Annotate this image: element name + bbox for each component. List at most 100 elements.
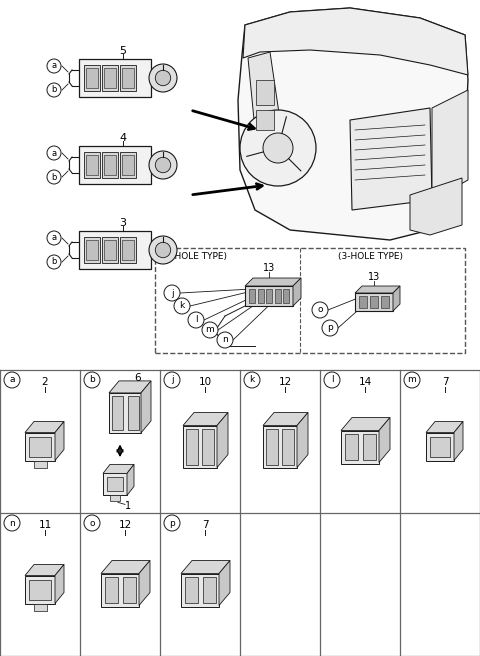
Polygon shape: [25, 422, 64, 432]
Bar: [245, 286, 293, 306]
Circle shape: [156, 242, 171, 258]
Polygon shape: [350, 108, 432, 210]
Bar: [266, 428, 278, 464]
Circle shape: [47, 231, 61, 245]
Bar: [34, 604, 47, 611]
Text: 13: 13: [368, 272, 380, 282]
Polygon shape: [297, 413, 308, 468]
Bar: [122, 155, 134, 175]
Polygon shape: [55, 422, 64, 461]
Text: m: m: [205, 325, 215, 335]
Polygon shape: [109, 381, 151, 393]
Polygon shape: [139, 560, 150, 605]
Text: l: l: [195, 316, 197, 325]
Bar: [29, 436, 51, 457]
Circle shape: [47, 59, 61, 73]
Polygon shape: [55, 565, 64, 604]
Text: 10: 10: [198, 377, 212, 387]
Circle shape: [188, 312, 204, 328]
Circle shape: [164, 515, 180, 531]
Bar: [123, 577, 136, 602]
Polygon shape: [263, 413, 308, 426]
Text: 6: 6: [135, 373, 141, 383]
Polygon shape: [393, 286, 400, 311]
Circle shape: [47, 255, 61, 269]
Bar: [381, 296, 389, 308]
Circle shape: [263, 133, 293, 163]
Text: 4: 4: [120, 133, 127, 143]
Bar: [25, 432, 55, 461]
Circle shape: [240, 110, 316, 186]
Bar: [29, 579, 51, 600]
Text: b: b: [51, 85, 57, 94]
Text: 7: 7: [442, 377, 448, 387]
Polygon shape: [410, 178, 462, 235]
Bar: [104, 155, 116, 175]
Polygon shape: [103, 464, 134, 474]
Bar: [266, 289, 272, 303]
Bar: [282, 428, 294, 464]
Text: (3-HOLE TYPE): (3-HOLE TYPE): [337, 251, 403, 260]
Text: o: o: [89, 518, 95, 527]
Circle shape: [149, 236, 177, 264]
Bar: [257, 289, 264, 303]
Text: 12: 12: [119, 520, 132, 530]
Circle shape: [164, 285, 180, 301]
Bar: [104, 240, 116, 260]
Text: 5: 5: [120, 46, 127, 56]
Bar: [256, 110, 274, 130]
Polygon shape: [217, 413, 228, 468]
Text: a: a: [51, 148, 57, 157]
Bar: [283, 289, 289, 303]
Bar: [107, 478, 123, 491]
Circle shape: [217, 332, 233, 348]
Polygon shape: [379, 417, 390, 462]
Text: p: p: [169, 518, 175, 527]
Text: m: m: [408, 375, 416, 384]
Bar: [256, 80, 274, 105]
Circle shape: [4, 372, 20, 388]
Polygon shape: [293, 278, 301, 306]
Circle shape: [47, 146, 61, 160]
Polygon shape: [101, 560, 150, 573]
Bar: [249, 289, 255, 303]
Bar: [128, 396, 139, 430]
Text: 1: 1: [125, 501, 131, 512]
Text: b: b: [89, 375, 95, 384]
Text: l: l: [331, 375, 333, 384]
Text: 7: 7: [202, 520, 208, 530]
Circle shape: [202, 322, 218, 338]
Bar: [104, 68, 116, 88]
Polygon shape: [245, 278, 301, 286]
Polygon shape: [243, 8, 468, 75]
Bar: [202, 428, 214, 464]
Polygon shape: [181, 560, 230, 573]
Bar: [185, 577, 198, 602]
Text: a: a: [51, 234, 57, 243]
Text: a: a: [9, 375, 15, 384]
Bar: [84, 65, 100, 91]
Bar: [359, 296, 367, 308]
Circle shape: [174, 298, 190, 314]
Bar: [341, 430, 379, 464]
Text: j: j: [171, 289, 173, 298]
Bar: [345, 434, 358, 459]
Polygon shape: [25, 565, 64, 575]
Bar: [79, 146, 151, 184]
Circle shape: [149, 151, 177, 179]
Bar: [86, 155, 98, 175]
Bar: [84, 237, 100, 263]
Bar: [103, 474, 127, 495]
Bar: [120, 237, 136, 263]
Circle shape: [404, 372, 420, 388]
Text: k: k: [250, 375, 254, 384]
Text: 11: 11: [38, 520, 52, 530]
Circle shape: [164, 372, 180, 388]
Circle shape: [47, 83, 61, 97]
Text: b: b: [51, 173, 57, 182]
Bar: [102, 65, 118, 91]
Circle shape: [84, 515, 100, 531]
Bar: [370, 296, 378, 308]
Bar: [109, 393, 141, 433]
Text: n: n: [222, 335, 228, 344]
